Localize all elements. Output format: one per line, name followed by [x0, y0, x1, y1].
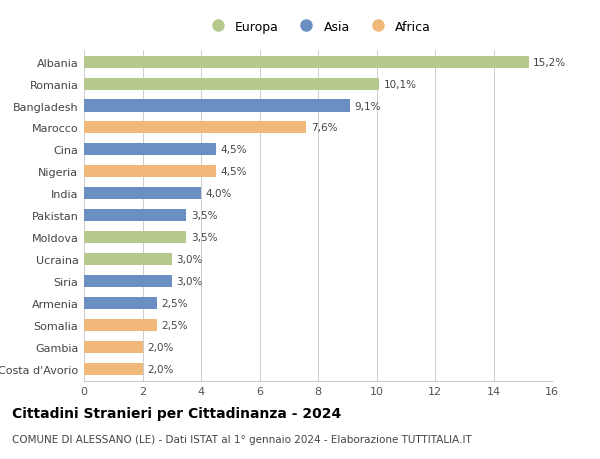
Bar — [84, 56, 529, 68]
Bar — [84, 122, 307, 134]
Text: 15,2%: 15,2% — [533, 57, 566, 67]
Bar — [84, 297, 157, 309]
Bar — [84, 341, 143, 353]
Text: 2,5%: 2,5% — [161, 320, 188, 330]
Text: 3,5%: 3,5% — [191, 211, 217, 221]
Text: 10,1%: 10,1% — [384, 79, 417, 90]
Bar — [84, 363, 143, 375]
Bar — [84, 253, 172, 265]
Legend: Europa, Asia, Africa: Europa, Asia, Africa — [201, 17, 435, 38]
Text: COMUNE DI ALESSANO (LE) - Dati ISTAT al 1° gennaio 2024 - Elaborazione TUTTITALI: COMUNE DI ALESSANO (LE) - Dati ISTAT al … — [12, 434, 472, 444]
Bar — [84, 144, 215, 156]
Bar — [84, 232, 187, 244]
Text: 4,5%: 4,5% — [220, 167, 247, 177]
Text: 3,5%: 3,5% — [191, 233, 217, 243]
Text: 9,1%: 9,1% — [355, 101, 381, 111]
Bar — [84, 210, 187, 222]
Text: 2,0%: 2,0% — [147, 364, 173, 374]
Bar — [84, 78, 379, 90]
Text: 4,5%: 4,5% — [220, 145, 247, 155]
Text: 2,0%: 2,0% — [147, 342, 173, 352]
Bar — [84, 275, 172, 287]
Bar — [84, 319, 157, 331]
Text: Cittadini Stranieri per Cittadinanza - 2024: Cittadini Stranieri per Cittadinanza - 2… — [12, 406, 341, 420]
Text: 3,0%: 3,0% — [176, 276, 203, 286]
Text: 3,0%: 3,0% — [176, 254, 203, 264]
Bar — [84, 188, 201, 200]
Text: 2,5%: 2,5% — [161, 298, 188, 308]
Bar — [84, 100, 350, 112]
Text: 4,0%: 4,0% — [205, 189, 232, 199]
Text: 7,6%: 7,6% — [311, 123, 337, 133]
Bar — [84, 166, 215, 178]
